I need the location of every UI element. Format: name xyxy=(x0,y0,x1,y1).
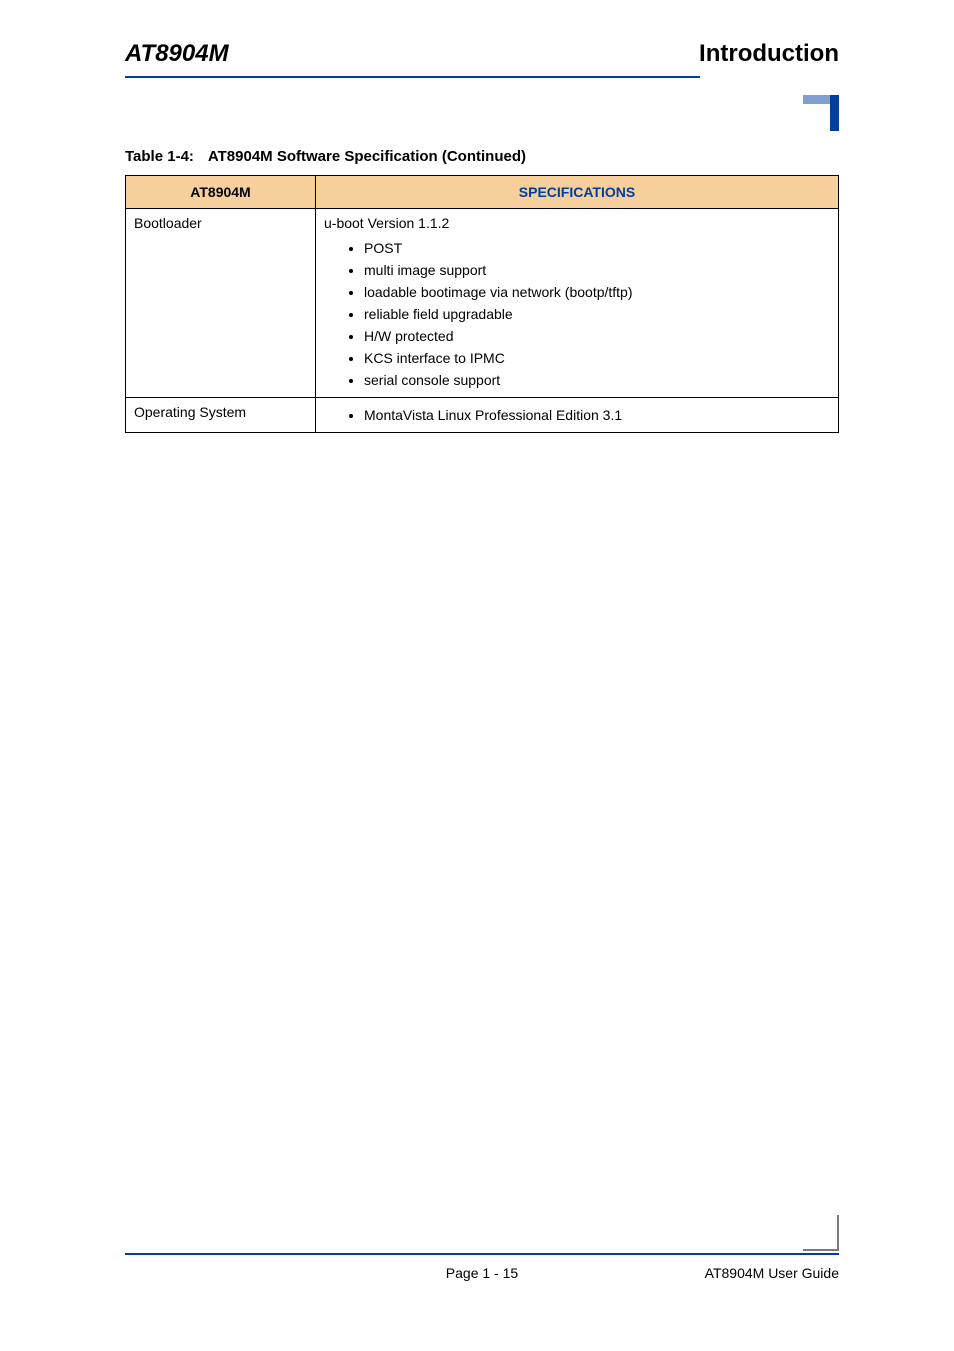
row-spec: u-boot Version 1.1.2 POST multi image su… xyxy=(316,209,839,398)
list-item: serial console support xyxy=(364,369,830,391)
list-item: H/W protected xyxy=(364,325,830,347)
table-caption-title: AT8904M Software Specification (Continue… xyxy=(208,148,526,165)
list-item: MontaVista Linux Professional Edition 3.… xyxy=(364,404,830,426)
footer-page-number: Page 1 - 15 xyxy=(125,1265,839,1281)
table-header-col1: AT8904M xyxy=(126,176,316,209)
list-item: POST xyxy=(364,237,830,259)
table-caption: Table 1-4: AT8904M Software Specification… xyxy=(125,148,839,165)
header-product: AT8904M xyxy=(125,40,229,68)
spec-table: AT8904M SPECIFICATIONS Bootloader u-boot… xyxy=(125,175,839,433)
row-lead: u-boot Version 1.1.2 xyxy=(324,215,830,231)
row-name: Bootloader xyxy=(126,209,316,398)
row-items: MontaVista Linux Professional Edition 3.… xyxy=(324,404,830,426)
page-header: AT8904M Introduction xyxy=(125,40,839,68)
document-page: AT8904M Introduction Table 1-4: AT8904M S… xyxy=(0,0,954,1351)
corner-decoration-icon xyxy=(803,95,839,131)
row-items: POST multi image support loadable bootim… xyxy=(324,237,830,391)
list-item: loadable bootimage via network (bootp/tf… xyxy=(364,281,830,303)
table-row: Operating System MontaVista Linux Profes… xyxy=(126,398,839,433)
list-item: KCS interface to IPMC xyxy=(364,347,830,369)
table-caption-label: Table 1-4: xyxy=(125,148,194,165)
table-header-row: AT8904M SPECIFICATIONS xyxy=(126,176,839,209)
header-section: Introduction xyxy=(699,40,839,68)
list-item: reliable field upgradable xyxy=(364,303,830,325)
page-footer: Page 1 - 15 AT8904M User Guide xyxy=(125,1253,839,1281)
footer-corner-decoration-icon xyxy=(803,1215,839,1251)
row-name: Operating System xyxy=(126,398,316,433)
footer-rule xyxy=(125,1253,839,1255)
header-rule xyxy=(125,76,700,78)
row-spec: MontaVista Linux Professional Edition 3.… xyxy=(316,398,839,433)
table-header-col2: SPECIFICATIONS xyxy=(316,176,839,209)
table-row: Bootloader u-boot Version 1.1.2 POST mul… xyxy=(126,209,839,398)
list-item: multi image support xyxy=(364,259,830,281)
